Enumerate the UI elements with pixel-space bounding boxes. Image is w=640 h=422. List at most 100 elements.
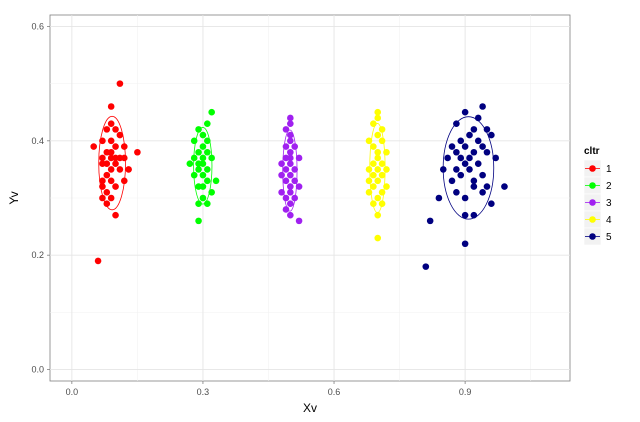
cluster-1-point: [94, 257, 102, 265]
cluster-4-point: [383, 166, 390, 173]
legend-title: cltr: [584, 146, 600, 157]
cluster-3-point: [282, 206, 290, 213]
cluster-5-point: [453, 166, 460, 173]
x-tick-label: 0.3: [197, 387, 210, 397]
cluster-5-point: [488, 131, 495, 139]
cluster-1-point: [112, 154, 119, 162]
cluster-1-point: [116, 166, 124, 173]
cluster-2-point: [199, 154, 207, 162]
cluster-3-point: [287, 200, 294, 208]
cluster-3-point: [287, 160, 294, 167]
cluster-2-point: [204, 177, 211, 185]
cluster-4-point: [383, 183, 390, 190]
cluster-5-point: [492, 154, 500, 162]
cluster-5-point: [457, 171, 465, 179]
cluster-1-point: [120, 143, 128, 150]
cluster-1-point: [120, 177, 128, 185]
cluster-2-point: [204, 137, 211, 145]
cluster-2-point: [190, 171, 198, 179]
cluster-1-point: [116, 131, 124, 139]
cluster-5-point: [439, 166, 447, 173]
cluster-3-point: [287, 120, 294, 127]
cluster-3-point: [282, 166, 290, 173]
x-tick-label: 0.0: [66, 387, 79, 397]
cluster-3-point: [287, 131, 294, 139]
cluster-5-point: [470, 211, 478, 219]
legend-label: 4: [606, 215, 612, 226]
cluster-5-point: [488, 200, 495, 208]
cluster-1-point: [107, 103, 115, 110]
cluster-1-point: [107, 120, 115, 127]
cluster-2-point: [195, 166, 202, 173]
cluster-1-point: [99, 183, 106, 190]
cluster-5-point: [474, 137, 482, 145]
cluster-2-point: [208, 188, 215, 196]
cluster-3-point: [291, 177, 299, 185]
cluster-4-point: [370, 183, 377, 190]
cluster-3-point: [287, 154, 294, 162]
cluster-3-point: [291, 194, 299, 202]
legend-key-marker: [589, 182, 596, 189]
cluster-5-point: [474, 114, 482, 122]
cluster-5-point: [422, 263, 430, 270]
cluster-5-point: [457, 154, 465, 162]
cluster-4-point: [378, 126, 386, 133]
cluster-1-point: [116, 80, 124, 87]
cluster-5-point: [479, 143, 486, 150]
cluster-3-point: [287, 171, 294, 179]
cluster-2-point: [199, 131, 207, 139]
cluster-2-ellipse: [193, 127, 213, 205]
cluster-3-point: [278, 171, 285, 179]
legend-items: 1 2 3 4 5: [583, 159, 612, 246]
cluster-5-point: [483, 126, 491, 133]
cluster-1-point: [134, 148, 141, 156]
cluster-4-point: [378, 137, 386, 145]
cluster-3-point: [278, 160, 285, 167]
cluster-1-point: [103, 126, 111, 133]
cluster-3-point: [287, 114, 294, 122]
cluster-5-point: [453, 188, 460, 196]
cluster-3-point: [282, 194, 290, 202]
cluster-2-point: [195, 200, 202, 208]
cluster-4-point: [378, 200, 386, 208]
cluster-5-point: [479, 103, 486, 110]
cluster-3-point: [295, 183, 303, 190]
cluster-3-point: [287, 211, 294, 219]
cluster-3-point: [282, 143, 290, 150]
cluster-2-point: [199, 160, 207, 167]
y-tick-label: 0.6: [31, 21, 44, 31]
cluster-3-point: [295, 217, 303, 225]
cluster-4-point: [378, 160, 386, 167]
cluster-1-point: [120, 154, 128, 162]
cluster-1-point: [103, 148, 111, 156]
cluster-4-point: [374, 234, 382, 242]
cluster-1-point: [107, 137, 115, 145]
cluster-4-point: [374, 108, 382, 116]
x-tick-label: 0.6: [328, 387, 341, 397]
cluster-1-point: [103, 188, 111, 196]
x-tick-label: 0.9: [459, 387, 472, 397]
y-axis-ticks: 0.0 0.2 0.4 0.6: [31, 21, 50, 375]
cluster-5-point: [470, 177, 478, 185]
legend-key-marker: [589, 165, 596, 172]
cluster-2-point: [212, 177, 220, 185]
x-axis-ticks: 0.0 0.3 0.6 0.9: [66, 381, 472, 397]
cluster-5-point: [448, 177, 456, 185]
cluster-1-point: [107, 177, 115, 185]
cluster-5-point: [474, 160, 482, 167]
cluster-3-point: [295, 154, 303, 162]
legend-label: 5: [606, 232, 612, 243]
cluster-4-point: [370, 120, 377, 127]
cluster-1-point: [107, 194, 115, 202]
cluster-1-point: [103, 200, 111, 208]
cluster-5-point: [457, 137, 465, 145]
cluster-4-point: [374, 148, 382, 156]
cluster-5-point: [453, 148, 460, 156]
cluster-2-point: [199, 194, 207, 202]
legend-key-marker: [589, 233, 596, 240]
cluster-5-point: [461, 160, 469, 167]
cluster-1-point: [112, 183, 119, 190]
cluster-5-point: [448, 143, 456, 150]
cluster-1-point: [112, 126, 119, 133]
legend-item-5: 5: [583, 227, 612, 246]
